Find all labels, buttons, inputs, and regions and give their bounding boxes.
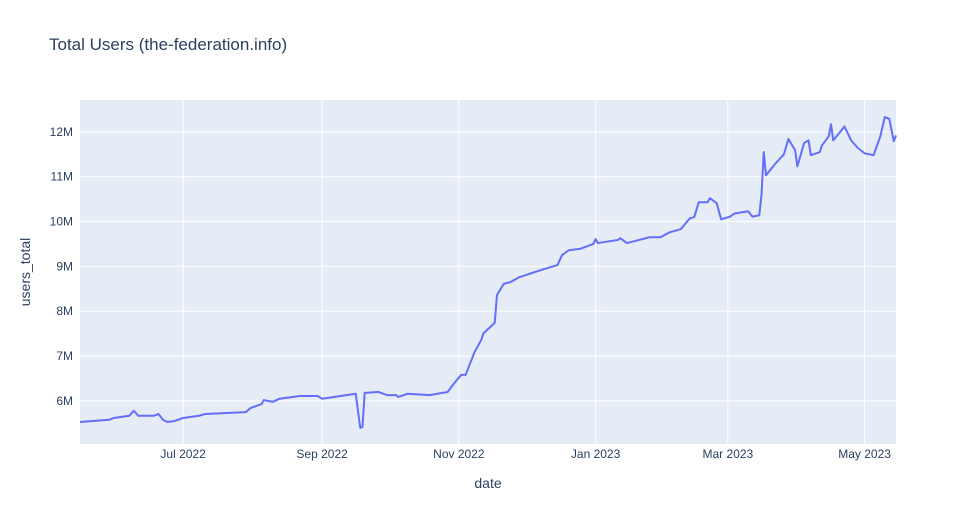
x-tick-label: Jan 2023 (571, 447, 621, 461)
x-tick-label: Sep 2022 (296, 447, 348, 461)
x-axis-title: date (474, 475, 501, 491)
y-tick-label: 6M (56, 394, 73, 408)
x-tick-label: May 2023 (838, 447, 891, 461)
y-tick-label: 7M (56, 349, 73, 363)
x-tick-label: Mar 2023 (703, 447, 754, 461)
grid (80, 100, 896, 444)
y-tick-label: 10M (50, 215, 73, 229)
y-tick-label: 12M (50, 125, 73, 139)
y-axis-title: users_total (17, 238, 33, 306)
plot-area (80, 100, 896, 444)
y-tick-label: 8M (56, 304, 73, 318)
y-tick-label: 11M (51, 170, 73, 184)
x-tick-label: Nov 2022 (433, 447, 485, 461)
data-line (79, 116, 897, 429)
marks (79, 116, 897, 429)
x-tick-label: Jul 2022 (160, 447, 206, 461)
y-tick-label: 9M (56, 259, 73, 273)
chart-title: Total Users (the-federation.info) (49, 35, 287, 54)
